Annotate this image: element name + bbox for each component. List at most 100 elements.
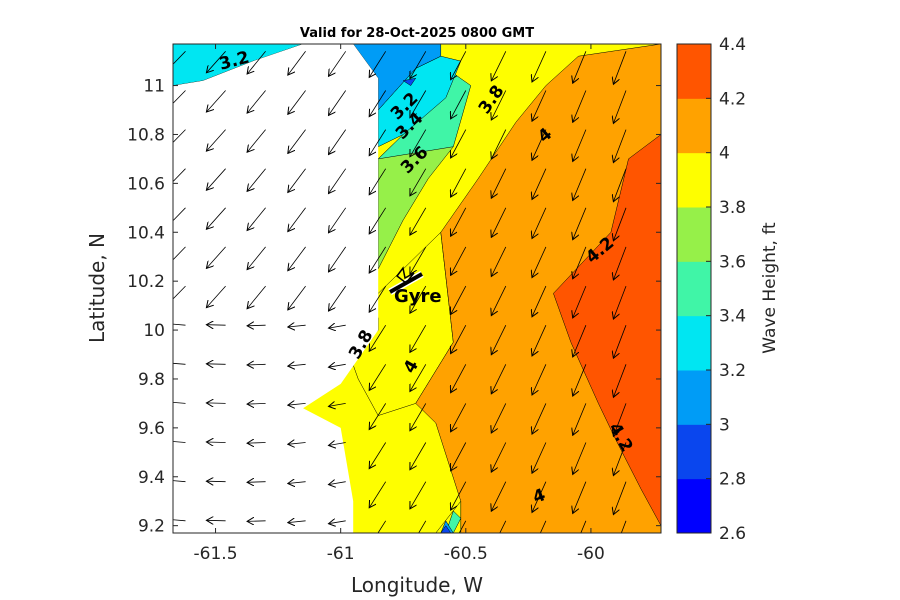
wave-arrow [491, 129, 507, 160]
wave-arrow [491, 51, 507, 81]
wave-arrow [173, 51, 186, 71]
wave-arrow [451, 51, 467, 79]
wave-arrow [329, 129, 347, 155]
wave-direction-arrows [173, 51, 627, 533]
wave-arrow [410, 481, 427, 509]
wave-arrow [451, 364, 467, 392]
colorbar-segment [677, 261, 711, 317]
colorbar-tick-label: 4.2 [719, 89, 746, 109]
wave-arrow [410, 51, 427, 78]
colorbar-tick-label: 4.4 [719, 35, 746, 55]
region-band-3.2-nw [173, 44, 304, 86]
wave-arrow [410, 246, 427, 274]
wave-arrow [451, 325, 467, 353]
wave-arrow [369, 403, 387, 429]
wave-arrow [247, 207, 266, 231]
wave-arrow [369, 168, 387, 195]
wave-arrow [613, 51, 627, 84]
wave-arrow [288, 90, 306, 115]
colorbar-tick-label: 2.6 [719, 524, 746, 544]
wave-arrow [613, 90, 627, 124]
wave-arrow [532, 246, 547, 278]
wave-arrow [532, 129, 547, 161]
wave-arrow [620, 520, 627, 533]
wave-arrow [288, 403, 306, 405]
wave-arrow [329, 482, 346, 485]
wave-arrow [288, 129, 306, 154]
wave-arrow [369, 207, 387, 234]
wave-arrow [573, 168, 587, 201]
wave-arrow [173, 401, 186, 404]
wave-arrow [532, 481, 547, 513]
wave-arrow [613, 364, 627, 397]
chart-title: Valid for 28-Oct-2025 0800 GMT [300, 26, 534, 41]
wave-arrow [491, 285, 507, 316]
wave-arrow [247, 246, 266, 270]
y-axis-label: Latitude, N [85, 233, 109, 343]
wave-arrow [247, 364, 266, 365]
colorbar [676, 43, 712, 534]
wave-arrow [247, 51, 266, 74]
x-tick-label: -61.5 [194, 544, 238, 564]
wave-arrow [410, 129, 427, 157]
wave-arrow [573, 51, 587, 83]
wave-arrow [288, 168, 306, 193]
wave-arrow [410, 442, 427, 470]
wave-arrow [491, 481, 507, 512]
wave-arrow [410, 168, 427, 196]
wave-arrow [206, 442, 226, 443]
wave-arrow [573, 207, 587, 240]
y-tick-label: 10.4 [127, 223, 165, 243]
wave-arrow [499, 520, 507, 533]
wave-arrow [451, 129, 467, 158]
wave-arrow [532, 207, 547, 239]
colorbar-frame [676, 43, 712, 534]
wave-arrow [247, 521, 266, 522]
wave-arrow [491, 364, 507, 394]
wave-arrow [573, 325, 587, 357]
wave-arrow [173, 168, 186, 189]
wave-arrow [451, 90, 467, 119]
wave-arrow [329, 443, 346, 446]
plot-frame [172, 43, 662, 534]
wave-arrow [206, 481, 226, 482]
wave-arrow [369, 324, 387, 351]
wave-arrow [288, 521, 306, 523]
y-tick-label: 9.4 [138, 468, 165, 488]
colorbar-tick-label: 3.4 [719, 307, 746, 327]
colorbar-segment [677, 44, 711, 99]
wave-arrow [173, 246, 186, 267]
wave-arrow [451, 207, 467, 236]
wave-arrow [173, 519, 186, 521]
wave-arrow [206, 285, 226, 308]
y-tick-label: 10.2 [127, 272, 165, 292]
x-axis-ticks: -61.5 -61 -60.5 -60 [194, 44, 605, 564]
wave-arrow [458, 520, 467, 533]
wave-arrow [173, 480, 186, 482]
gyre-label: Gyre [394, 286, 442, 307]
wave-arrow [613, 285, 627, 319]
wave-arrow [369, 481, 387, 508]
wave-arrow [329, 168, 347, 194]
wave-arrow [491, 246, 507, 277]
wave-arrow [613, 325, 627, 358]
wave-arrow [613, 207, 627, 241]
wave-arrow [573, 481, 587, 514]
wave-arrow [532, 403, 547, 434]
wave-arrow [369, 246, 387, 273]
wave-arrow [329, 364, 346, 367]
wave-arrow [613, 168, 627, 202]
colorbar-tick-label: 3.6 [719, 252, 746, 272]
wave-arrow [451, 285, 467, 314]
wave-arrow [329, 207, 347, 233]
wave-arrow [247, 90, 266, 114]
wave-arrow [418, 520, 427, 533]
wave-arrow [206, 51, 226, 73]
colorbar-segment [677, 207, 711, 262]
wave-arrow [288, 364, 306, 366]
wave-arrow [410, 90, 427, 118]
x-axis-label: Longitude, W [351, 573, 483, 597]
wave-arrow [491, 442, 507, 473]
colorbar-tick-label: 2.8 [719, 470, 746, 490]
wave-arrow [329, 285, 347, 311]
